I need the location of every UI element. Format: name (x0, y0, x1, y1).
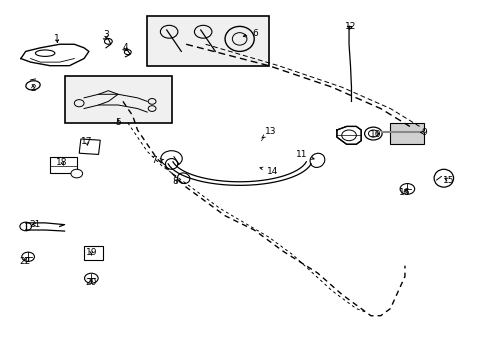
Text: 16: 16 (398, 188, 410, 197)
Circle shape (22, 252, 34, 261)
Text: 6: 6 (243, 29, 258, 38)
Text: 11: 11 (295, 150, 313, 159)
Text: 12: 12 (344, 22, 355, 31)
Circle shape (71, 169, 82, 178)
Text: 8: 8 (172, 177, 178, 186)
Bar (84, 246, 103, 260)
Text: 18: 18 (56, 158, 68, 167)
FancyBboxPatch shape (64, 76, 171, 123)
Text: 5: 5 (115, 118, 121, 127)
Circle shape (161, 151, 182, 166)
Bar (50, 157, 77, 173)
Ellipse shape (309, 153, 324, 167)
Text: 13: 13 (261, 127, 275, 138)
Circle shape (20, 222, 31, 231)
Text: 21: 21 (30, 220, 41, 229)
Text: 4: 4 (122, 42, 128, 51)
Text: 9: 9 (420, 128, 427, 137)
Bar (389, 123, 424, 144)
Ellipse shape (165, 158, 177, 169)
Ellipse shape (433, 169, 453, 187)
Polygon shape (336, 126, 361, 144)
Text: 3: 3 (103, 30, 108, 39)
Circle shape (364, 127, 381, 140)
Text: 10: 10 (369, 130, 381, 139)
Text: 17: 17 (81, 137, 92, 146)
Circle shape (84, 273, 98, 283)
Text: 15: 15 (442, 176, 453, 185)
Text: 14: 14 (260, 167, 278, 176)
Text: 22: 22 (19, 257, 30, 266)
Bar (79, 139, 100, 154)
Ellipse shape (177, 173, 189, 184)
Circle shape (399, 184, 414, 194)
Text: 19: 19 (85, 248, 97, 257)
FancyBboxPatch shape (147, 16, 268, 66)
Text: 1: 1 (54, 35, 60, 44)
Text: 20: 20 (85, 278, 97, 287)
Text: 2: 2 (30, 84, 36, 93)
Text: 7: 7 (151, 156, 163, 165)
